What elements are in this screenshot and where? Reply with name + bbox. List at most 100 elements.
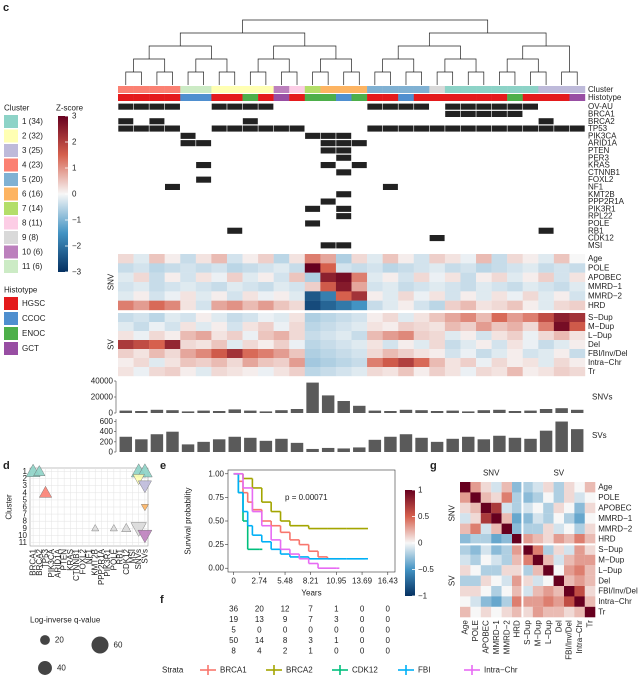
corr-cell: [491, 565, 502, 576]
heatmap-cell: [351, 282, 368, 292]
cluster-cell: [320, 86, 337, 93]
corr-cell: [480, 554, 492, 566]
cluster-cell: [382, 86, 399, 93]
heatmap-cell: [429, 272, 446, 283]
heatmap-cell: [289, 331, 305, 341]
y-tick-label: 40000: [91, 377, 114, 386]
heatmap-cell: [476, 282, 492, 292]
dendrogram-branch: [428, 32, 547, 46]
heatmap-cell: [491, 313, 508, 323]
heatmap-cell: [289, 254, 305, 264]
heatmap-cell: [258, 349, 274, 359]
legend-title: Cluster: [4, 104, 30, 113]
corr-cell: [574, 565, 585, 576]
heatmap-cell: [180, 313, 197, 323]
y-tick-label: 10: [18, 531, 27, 540]
corr-cell: [501, 606, 513, 618]
triangle-point: [91, 524, 100, 532]
heatmap-cell: [195, 263, 212, 273]
heatmap-cell: [491, 340, 508, 350]
corr-cell: [460, 513, 471, 524]
heatmap-cell: [273, 313, 290, 323]
corr-cell: [491, 554, 502, 566]
dendrogram-branch: [281, 71, 298, 85]
heatmap-cell: [507, 340, 523, 350]
histotype-cell: [149, 94, 165, 101]
mutation-cell: [320, 198, 336, 205]
dendrogram-branch: [374, 71, 391, 85]
heatmap-cell: [382, 367, 399, 377]
heatmap-cell: [444, 263, 461, 273]
cluster-cell: [226, 86, 243, 93]
corr-cell: [553, 596, 565, 607]
cluster-cell: [133, 86, 150, 93]
mutation-cell: [336, 154, 352, 161]
heatmap-cell: [351, 272, 368, 283]
bar: [321, 447, 335, 452]
legend-label: CDK12: [352, 666, 378, 675]
colorbar-tick-label: 0: [418, 539, 423, 548]
dendrogram-branch: [467, 71, 485, 85]
heatmap-cell: [149, 313, 165, 323]
heatmap-cell: [118, 313, 134, 323]
corr-cell: [512, 554, 523, 566]
heatmap-cell: [273, 322, 290, 332]
triangle-point: [33, 465, 46, 476]
heatmap-cell: [335, 349, 352, 359]
x-tick-label: TP53: [41, 548, 50, 568]
heatmap-cell: [226, 358, 243, 368]
x-tick-label: NF1: [85, 548, 94, 564]
heatmap-cell: [569, 282, 586, 292]
heatmap-cell: [258, 331, 274, 341]
corr-cell: [543, 534, 554, 545]
corr-cell: [512, 544, 523, 555]
risk-count: 7: [308, 615, 313, 624]
heatmap-cell: [522, 282, 539, 292]
corr-cell: [584, 565, 596, 576]
y-tick-label: 0.75: [208, 493, 224, 502]
heatmap-cell: [491, 322, 508, 332]
cluster-cell: [444, 86, 461, 93]
heatmap-cell: [242, 367, 259, 377]
bar: [228, 436, 241, 452]
colorbar-tick-label: 2: [72, 138, 77, 147]
heatmap-cell: [211, 367, 228, 377]
x-tick-label: MSI: [128, 549, 137, 563]
gene-label: BRCA2: [588, 117, 615, 126]
heatmap-cell: [258, 300, 274, 311]
corr-cell: [501, 586, 513, 597]
heatmap-cell: [211, 300, 228, 311]
cluster-cell: [413, 86, 430, 93]
heatmap-cell: [133, 322, 150, 332]
heatmap-cell: [226, 349, 243, 359]
histotype-cell: [226, 94, 243, 101]
cluster-cell: [335, 86, 352, 93]
heatmap-cell: [133, 263, 150, 273]
heatmap-cell: [476, 254, 492, 264]
heatmap-cell: [180, 272, 197, 283]
corr-cell: [470, 502, 481, 514]
risk-count: 0: [360, 647, 365, 656]
legend-label: BRCA1: [220, 666, 247, 675]
heatmap-cell: [367, 349, 383, 359]
mutation-cell: [165, 125, 180, 132]
heatmap-cell: [538, 322, 555, 332]
cluster-cell: [398, 86, 414, 93]
corr-cell: [501, 554, 513, 566]
size-legend-label: 20: [55, 636, 64, 645]
risk-count: 50: [229, 636, 238, 645]
heatmap-cell: [553, 263, 570, 273]
corr-cell: [501, 544, 513, 555]
heatmap-cell: [538, 300, 555, 311]
mutation-cell: [149, 125, 165, 132]
gene-label: NF1: [588, 182, 604, 191]
triangle-point: [132, 474, 145, 486]
heatmap-cell: [118, 282, 134, 292]
heatmap-cell: [444, 331, 461, 341]
legend-swatch: [4, 297, 18, 310]
heatmap-cell: [211, 322, 228, 332]
histotype-cell: [569, 94, 586, 101]
corr-cell: [522, 523, 533, 535]
heatmap-cell: [289, 313, 305, 323]
corr-cell: [522, 513, 533, 524]
